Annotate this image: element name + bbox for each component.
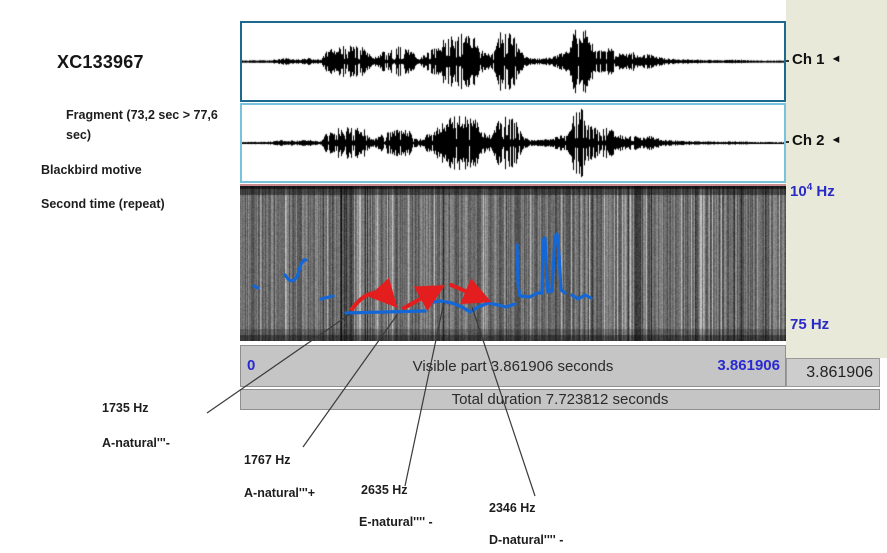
waveform-channel-1[interactable] [240, 21, 786, 102]
note-blackbird-motive: Blackbird motive [41, 163, 142, 177]
waveform-canvas-ch2[interactable] [242, 105, 784, 181]
speaker-icon[interactable]: ◄ [830, 53, 842, 65]
visible-start-time: 0 [247, 357, 256, 374]
annotation-note-1: A-natural'''- [102, 436, 170, 450]
total-duration-bar[interactable]: Total duration 7.723812 seconds [240, 389, 880, 410]
spectrogram-divider [240, 184, 786, 186]
selection-duration-box[interactable]: 3.861906 [786, 358, 880, 387]
annotation-note-3: E-natural'''' - [359, 515, 433, 529]
fragment-label: Fragment (73,2 sec > 77,6 sec) [66, 108, 218, 142]
note-second-time: Second time (repeat) [41, 197, 165, 211]
annotation-freq-2: 1767 Hz [244, 453, 291, 467]
channel-2-name: Ch 2 [792, 132, 825, 149]
channel-1-label: Ch 1 ◄ [792, 51, 841, 68]
waveform-canvas-ch1[interactable] [242, 23, 784, 100]
channel-2-label: Ch 2 ◄ [792, 132, 841, 149]
visible-part-label: Visible part 3.861906 seconds [412, 357, 614, 375]
total-duration-label: Total duration 7.723812 seconds [451, 391, 669, 408]
freq-axis-max-label: 104 Hz [790, 182, 835, 200]
channel-1-name: Ch 1 [792, 51, 825, 68]
annotation-freq-1: 1735 Hz [102, 401, 149, 415]
annotation-freq-4: 2346 Hz [489, 501, 536, 515]
freq-axis-min-label: 75 Hz [790, 316, 830, 333]
visible-part-bar[interactable]: 0 Visible part 3.861906 seconds 3.861906 [240, 345, 786, 387]
right-side-panel [786, 0, 887, 358]
annotation-note-2: A-natural'''+ [244, 486, 316, 500]
annotation-freq-3: 2635 Hz [361, 483, 408, 497]
speaker-icon[interactable]: ◄ [830, 134, 842, 146]
recording-id: XC133967 [57, 52, 144, 72]
waveform-channel-2[interactable] [240, 103, 786, 183]
spectrogram[interactable] [240, 186, 786, 341]
annotation-note-4: D-natural'''' - [489, 533, 564, 547]
visible-end-time: 3.861906 [717, 357, 780, 374]
